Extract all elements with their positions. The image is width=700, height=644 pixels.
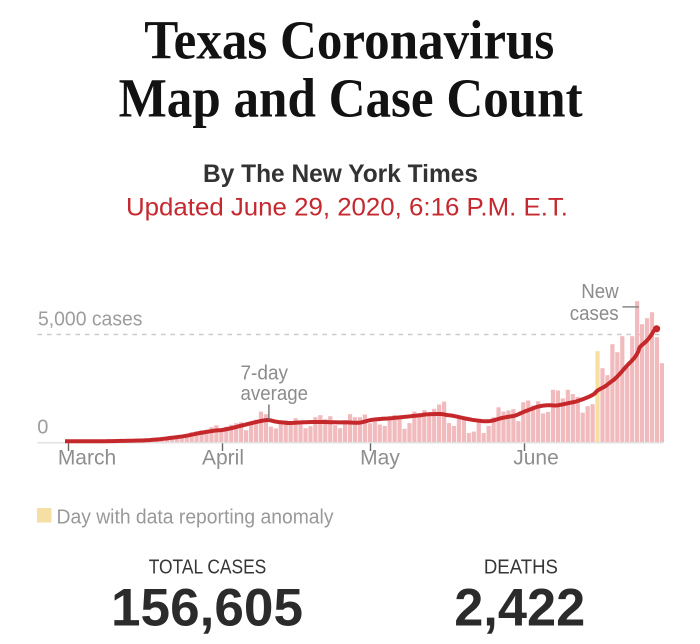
svg-text:Texas Coronavirus: Texas Coronavirus xyxy=(144,10,554,71)
svg-text:June: June xyxy=(513,447,559,470)
svg-text:March: March xyxy=(58,447,116,470)
svg-text:TOTAL CASES: TOTAL CASES xyxy=(149,556,267,578)
svg-text:cases: cases xyxy=(570,302,619,325)
svg-text:Map and Case Count: Map and Case Count xyxy=(119,67,584,128)
svg-text:5,000 cases: 5,000 cases xyxy=(38,308,143,331)
svg-text:7-day: 7-day xyxy=(241,362,289,385)
svg-text:Day with data reporting anomal: Day with data reporting anomaly xyxy=(57,507,334,529)
svg-text:April: April xyxy=(202,447,244,470)
svg-text:New: New xyxy=(581,280,619,303)
svg-text:average: average xyxy=(241,382,309,405)
svg-text:0: 0 xyxy=(37,417,48,439)
svg-text:156,605: 156,605 xyxy=(111,579,303,638)
svg-text:Updated June 29, 2020, 6:16 P.: Updated June 29, 2020, 6:16 P.M. E.T. xyxy=(126,194,568,222)
svg-text:By The New York Times: By The New York Times xyxy=(203,160,478,188)
svg-text:2,422: 2,422 xyxy=(454,579,585,638)
svg-text:May: May xyxy=(360,447,400,470)
svg-text:DEATHS: DEATHS xyxy=(484,556,558,578)
